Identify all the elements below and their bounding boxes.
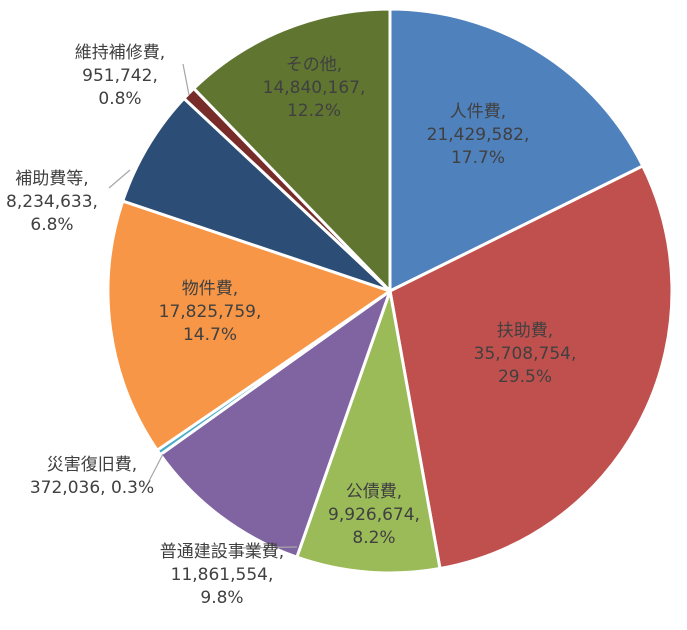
pie-slice-0	[388, 7, 645, 293]
data-label-5: 物件費, 17,825,759, 14.7%	[159, 279, 262, 345]
leader-line-7	[182, 63, 190, 96]
data-label-line-3-0: 普通建設事業費,	[160, 542, 284, 562]
data-label-7: 維持補修費, 951,742, 0.8%	[75, 43, 165, 109]
data-label-0: 人件費, 21,429,582, 17.7%	[427, 102, 530, 168]
data-label-line-6-1: 8,234,633,	[6, 192, 98, 212]
data-label-line-7-0: 維持補修費,	[75, 43, 165, 63]
data-label-line-2-0: 公債費,	[346, 482, 402, 502]
pie-slice-2	[295, 289, 442, 575]
pie-slice-5	[106, 199, 392, 452]
pie-slice-1	[388, 164, 674, 571]
data-label-line-3-1: 11,861,554,	[171, 565, 274, 585]
data-label-line-1-0: 扶助費,	[497, 321, 553, 341]
data-label-line-3-2: 9.8%	[200, 588, 243, 608]
data-label-line-1-1: 35,708,754,	[474, 344, 577, 364]
pie-slice-8	[192, 7, 392, 293]
data-label-line-8-0: その他,	[286, 55, 342, 75]
data-label-line-0-2: 17.7%	[451, 148, 505, 168]
data-label-line-2-2: 8.2%	[352, 528, 395, 548]
pie-slice-6	[121, 96, 392, 293]
data-label-line-5-2: 14.7%	[183, 325, 237, 345]
data-label-line-4-1: 372,036, 0.3%	[30, 478, 154, 498]
data-label-line-8-2: 12.2%	[287, 101, 341, 121]
data-label-6: 補助費等, 8,234,633, 6.8%	[6, 169, 98, 235]
data-label-line-5-0: 物件費,	[182, 279, 238, 299]
data-label-line-6-0: 補助費等,	[15, 169, 88, 189]
data-label-line-6-2: 6.8%	[30, 215, 73, 235]
data-label-line-2-1: 9,926,674,	[328, 505, 420, 525]
data-label-line-4-0: 災害復旧費,	[47, 455, 137, 475]
leader-line-6	[108, 169, 131, 189]
data-label-line-5-1: 17,825,759,	[159, 302, 262, 322]
data-label-line-7-2: 0.8%	[98, 89, 141, 109]
data-label-2: 公債費, 9,926,674, 8.2%	[328, 482, 420, 548]
leader-line-4	[148, 453, 164, 482]
data-label-line-7-1: 951,742,	[82, 66, 158, 86]
data-label-8: その他, 14,840,167, 12.2%	[263, 55, 366, 121]
data-label-line-0-0: 人件費,	[450, 102, 506, 122]
data-label-3: 普通建設事業費, 11,861,554, 9.8%	[160, 542, 284, 608]
data-label-4: 災害復旧費, 372,036, 0.3%	[30, 455, 154, 498]
leader-line-3	[237, 546, 298, 549]
data-label-line-0-1: 21,429,582,	[427, 125, 530, 145]
data-label-1: 扶助費, 35,708,754, 29.5%	[474, 321, 577, 387]
data-label-line-1-2: 29.5%	[498, 367, 552, 387]
data-label-line-8-1: 14,840,167,	[263, 78, 366, 98]
pie-slice-3	[158, 289, 392, 559]
